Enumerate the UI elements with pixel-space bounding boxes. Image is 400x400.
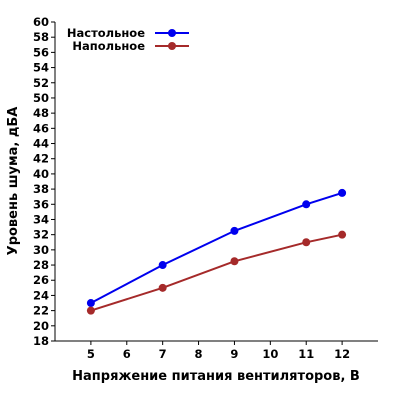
x-ticks: 5 6 7 8 9 10 11 12 bbox=[87, 341, 350, 361]
x-tick-label: 9 bbox=[230, 347, 238, 361]
x-tick-label: 11 bbox=[298, 347, 314, 361]
y-tick-label: 20 bbox=[33, 319, 49, 333]
data-point bbox=[158, 261, 167, 270]
data-point bbox=[230, 226, 239, 235]
series-layer bbox=[86, 188, 347, 315]
y-tick-label: 58 bbox=[33, 30, 49, 44]
series-line bbox=[90, 233, 343, 312]
y-tick-label: 54 bbox=[33, 61, 49, 75]
y-tick-label: 50 bbox=[33, 91, 49, 105]
x-tick-label: 10 bbox=[262, 347, 278, 361]
series-2 bbox=[86, 230, 347, 315]
y-axis-title: Уровень шума, дБА bbox=[6, 107, 21, 256]
data-point bbox=[302, 200, 311, 209]
y-tick-label: 26 bbox=[33, 273, 49, 287]
y-tick-label: 52 bbox=[33, 76, 49, 90]
y-tick-label: 40 bbox=[33, 167, 49, 181]
x-tick-label: 7 bbox=[159, 347, 167, 361]
series-line bbox=[90, 191, 343, 304]
data-point bbox=[338, 188, 347, 197]
data-point bbox=[302, 238, 311, 247]
x-tick-label: 5 bbox=[87, 347, 95, 361]
y-tick-label: 30 bbox=[33, 243, 49, 257]
legend-marker bbox=[168, 29, 176, 37]
data-point bbox=[86, 299, 95, 308]
x-tick-label: 8 bbox=[195, 347, 203, 361]
data-point bbox=[338, 230, 347, 239]
y-tick-label: 24 bbox=[33, 288, 49, 302]
y-tick-label: 36 bbox=[33, 197, 49, 211]
y-tick-label: 34 bbox=[33, 212, 49, 226]
legend-label: Настольное bbox=[67, 26, 145, 40]
series-1 bbox=[86, 188, 347, 308]
y-tick-label: 56 bbox=[33, 45, 49, 59]
y-tick-label: 44 bbox=[33, 137, 49, 151]
data-point bbox=[230, 257, 239, 266]
legend-label: Напольное bbox=[72, 39, 145, 53]
y-tick-label: 18 bbox=[33, 334, 49, 348]
data-point bbox=[86, 306, 95, 315]
y-tick-label: 32 bbox=[33, 228, 49, 242]
x-axis-title: Напряжение питания вентиляторов, В bbox=[72, 369, 360, 384]
data-point bbox=[158, 283, 167, 292]
y-tick-label: 46 bbox=[33, 121, 49, 135]
x-tick-label: 12 bbox=[334, 347, 350, 361]
y-tick-label: 22 bbox=[33, 304, 49, 318]
axes bbox=[54, 22, 378, 342]
y-tick-label: 60 bbox=[33, 15, 49, 29]
y-tick-label: 48 bbox=[33, 106, 49, 120]
y-tick-label: 38 bbox=[33, 182, 49, 196]
legend-marker bbox=[168, 42, 176, 50]
x-tick-label: 6 bbox=[123, 347, 131, 361]
y-tick-label: 42 bbox=[33, 152, 49, 166]
y-tick-label: 28 bbox=[33, 258, 49, 272]
